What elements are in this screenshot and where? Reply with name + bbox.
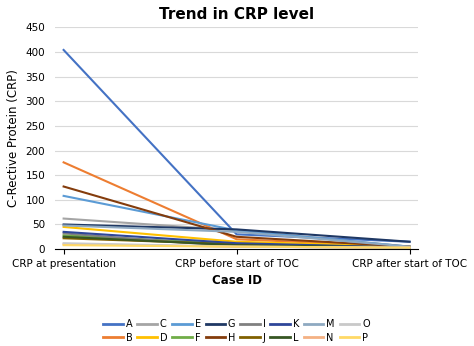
Legend: A, B, C, D, E, F, G, H, I, J, K, L, M, N, O, P: A, B, C, D, E, F, G, H, I, J, K, L, M, N… bbox=[100, 316, 373, 346]
Y-axis label: C-Rective Protein (CRP): C-Rective Protein (CRP) bbox=[7, 69, 20, 207]
X-axis label: Case ID: Case ID bbox=[211, 274, 262, 288]
Title: Trend in CRP level: Trend in CRP level bbox=[159, 7, 314, 22]
